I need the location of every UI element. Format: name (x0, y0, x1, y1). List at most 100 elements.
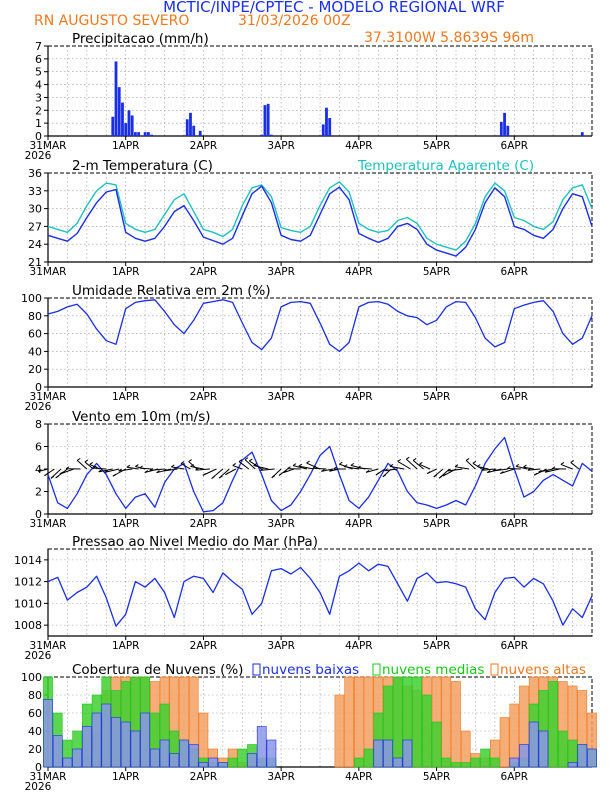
cloud-mid-bar (227, 757, 238, 768)
x-tick-label: 31MAR (30, 391, 67, 403)
x-tick-label: 31MAR (30, 771, 67, 783)
x-tick-label: 1APR (112, 391, 140, 403)
precip-bar (328, 118, 332, 136)
wind-arrow (292, 465, 308, 470)
wind-arrow-head (533, 472, 538, 476)
wind-arrow-head (500, 471, 504, 474)
wind-arrow (477, 465, 489, 470)
wind-arrow-head (149, 467, 154, 471)
x-year-label: 2026 (25, 650, 52, 662)
x-tick-label: 6APR (501, 640, 529, 652)
wind-arrow-head (287, 466, 291, 470)
wind-arrow (149, 468, 165, 471)
wind-arrow-head (232, 463, 237, 466)
panel-title: 2-m Temperatura (C) (72, 158, 213, 174)
panel-title: Pressao ao Nivel Medio do Mar (hPa) (72, 534, 318, 550)
cloud-high-bar (441, 676, 452, 768)
cloud-low-bar (577, 744, 588, 768)
wind-arrow-head (55, 475, 59, 479)
wind-arrow-head (144, 470, 149, 473)
wind-arrow-head (481, 467, 485, 471)
wind-arrow-head (312, 465, 317, 469)
x-tick-label: 5APR (423, 640, 451, 652)
wind-arrow-head (397, 458, 402, 462)
wind-arrow (515, 465, 528, 470)
y-tick-label: 0 (35, 381, 42, 394)
wind-arrow-head (492, 468, 497, 472)
x-tick-label: 2APR (190, 640, 218, 652)
panel-title: Precipitacao (mm/h) (72, 31, 209, 47)
y-tick-label: 80 (28, 310, 42, 323)
x-tick-label: 1APR (112, 140, 140, 152)
cloud-low-bar (218, 762, 228, 768)
wind-arrow (454, 466, 470, 470)
cloud-mid-bar (490, 757, 500, 768)
wind-arrow-head (357, 465, 361, 469)
y-tick-label: 33 (28, 185, 42, 198)
y-tick-label: 80 (28, 689, 42, 702)
wind-arrow-head (188, 459, 192, 462)
cloud-mid-bar (431, 721, 442, 768)
precip-bar (111, 116, 115, 136)
y-tick-label: 24 (28, 238, 42, 251)
y-tick-label: 60 (28, 707, 42, 720)
rh-line (47, 299, 593, 353)
precip-bar (137, 132, 141, 136)
cloud-high-bar (460, 730, 471, 768)
legend-swatch (490, 663, 499, 676)
cloud-low-bar (91, 712, 102, 768)
cloud-low-bar (72, 748, 82, 768)
precip-bar (185, 119, 189, 136)
y-tick-label: 1 (35, 117, 42, 130)
x-tick-label: 31MAR (30, 266, 67, 278)
wind-arrow-head (104, 469, 108, 473)
panel-wind: 0 2 4 6 8 31MAR 1APR 2APR 3APR 4APR 5APR 6APR Vento … (30, 409, 593, 530)
cloud-low-bar (159, 739, 170, 768)
wind-arrow-head (438, 475, 443, 479)
wind-arrow (538, 468, 554, 473)
wind-arrow-head (412, 458, 417, 461)
precip-bar (114, 61, 118, 136)
wind-arrow-head (472, 460, 477, 464)
cloud-low-bar (52, 735, 63, 768)
cloud-mid-bar (412, 676, 422, 768)
wind-arrow-head (271, 475, 276, 479)
wind-arrow-head (343, 464, 348, 468)
x-tick-label: 1APR (112, 266, 140, 278)
y-tick-label: 0 (35, 508, 42, 521)
precip-bar (143, 132, 147, 136)
legend-label: nuvens medias (382, 662, 484, 678)
wind-arrow-head (59, 471, 64, 475)
wind-arrow-head (283, 470, 287, 474)
x-tick-label: 3APR (267, 518, 295, 530)
wind-arrow (244, 459, 256, 470)
x-tick-label: 6APR (501, 771, 529, 783)
precip-bar (270, 134, 273, 136)
wind-arrow-head (527, 467, 532, 471)
wind-arrow (59, 468, 75, 475)
precip-bar (499, 121, 503, 136)
wind-arrow-head (225, 472, 229, 476)
cloud-mid-bar (237, 748, 248, 768)
wind-arrow-head (126, 464, 131, 468)
cloud-mid-bar (363, 748, 374, 768)
legend-label: nuvens baixas (262, 662, 359, 678)
x-tick-label: 1APR (112, 771, 140, 783)
wind-arrow-head (249, 458, 253, 462)
wind-arrow-head (118, 468, 122, 472)
cloud-low-bar (43, 699, 53, 768)
temp-line (47, 185, 593, 257)
y-tick-label: 1012 (14, 576, 42, 589)
y-tick-label: 40 (28, 725, 42, 738)
wind-arrow-head (333, 466, 337, 470)
cloud-high-bar (334, 694, 345, 768)
wind-arrow (492, 468, 508, 472)
wind-arrow-head (306, 460, 310, 464)
y-tick-label: 4 (35, 79, 42, 92)
cloud-low-bar (383, 739, 393, 768)
x-tick-label: 3APR (267, 391, 295, 403)
y-tick-label: 6 (35, 441, 42, 454)
x-tick-label: 2APR (190, 771, 218, 783)
wind-arrow-head (465, 458, 470, 461)
